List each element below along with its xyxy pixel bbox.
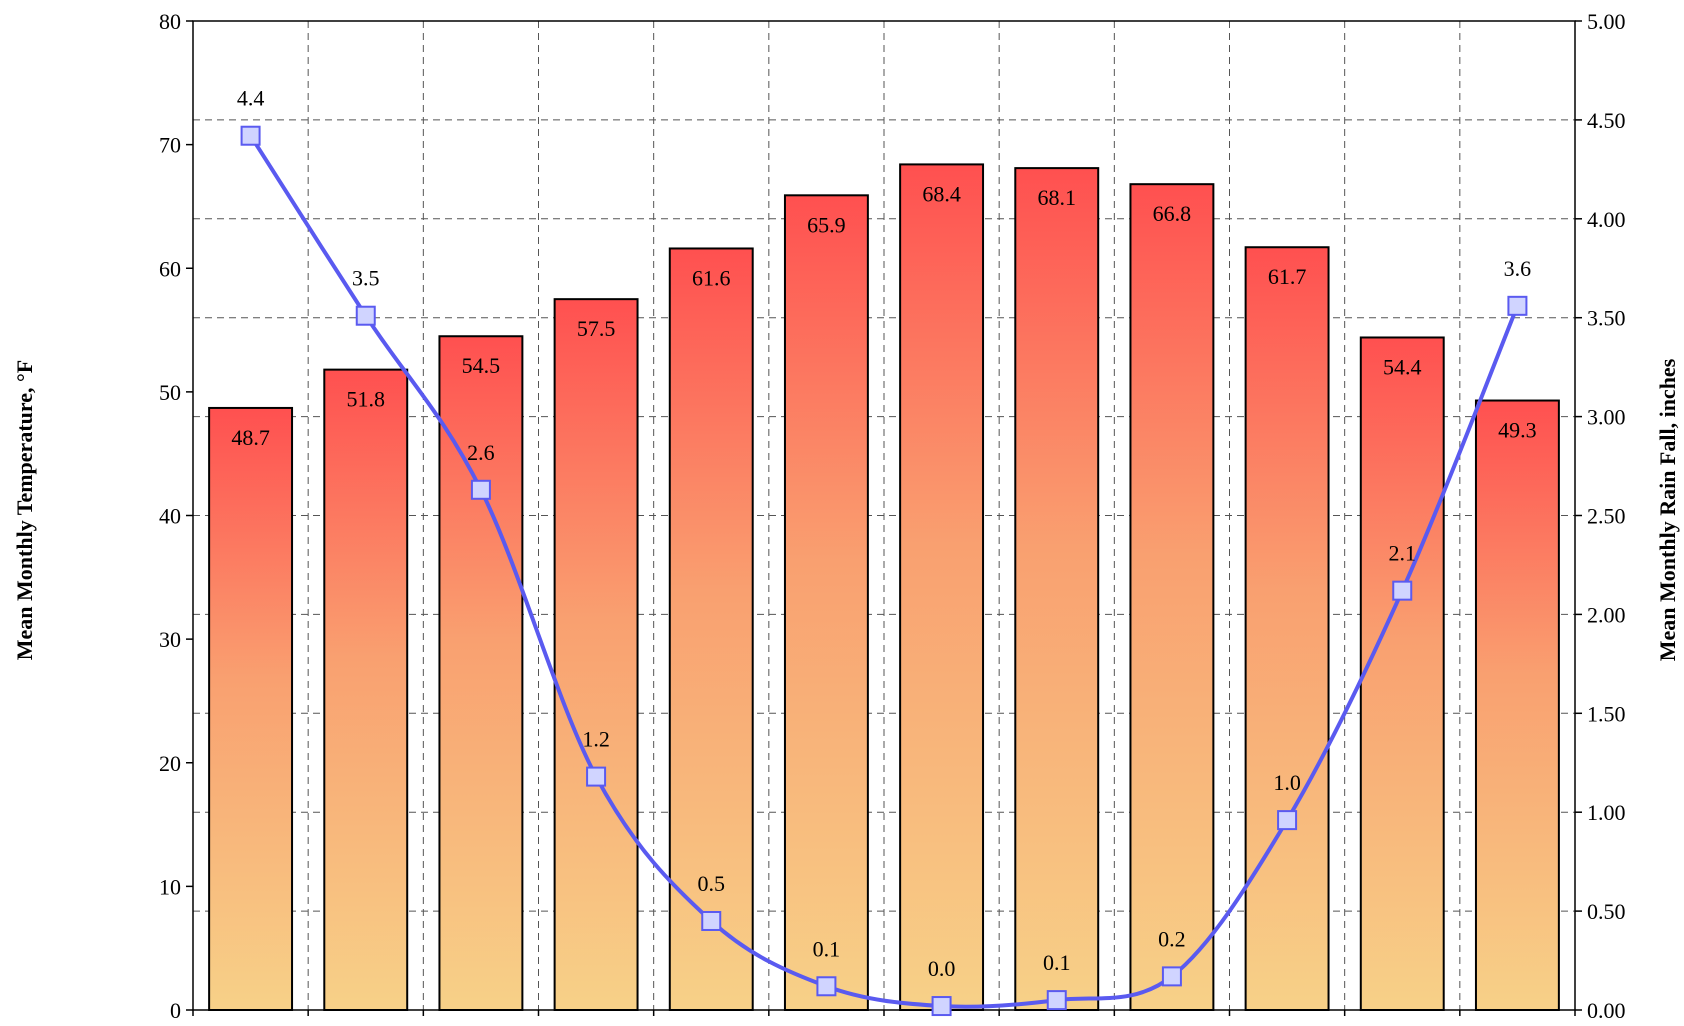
bar-value-label: 48.7 <box>231 425 270 450</box>
rainfall-value-label: 4.4 <box>237 86 265 111</box>
data-labels: 48.7 51.8 54.5 57.5 61.6 65.9 68.4 68.1 66.8 61.7… <box>231 86 1536 981</box>
rainfall-line <box>248 134 1520 1009</box>
rainfall-marker <box>586 766 607 787</box>
rainfall-value-label: 1.2 <box>582 727 610 752</box>
rainfall-value-label: 0.0 <box>928 956 956 981</box>
y-right-tick-label: 3.00 <box>1587 405 1626 430</box>
bar <box>438 335 524 1011</box>
y-right-tick-label: 0.50 <box>1587 899 1626 924</box>
bar-value-label: 68.4 <box>922 181 961 206</box>
bar <box>783 194 869 1011</box>
rainfall-value-label: 2.6 <box>467 440 495 465</box>
y-axis-left-title: Mean Monthly Temperature, °F <box>12 360 37 660</box>
bar-value-label: 65.9 <box>807 212 846 237</box>
y-left-tick-label: 30 <box>159 627 181 652</box>
bar-value-label: 54.4 <box>1383 354 1422 379</box>
rainfall-marker <box>355 305 376 326</box>
rainfall-value-label: 0.1 <box>1043 950 1071 975</box>
bar <box>323 368 409 1011</box>
bar-value-label: 49.3 <box>1498 418 1537 443</box>
y-right-tick-label: 4.00 <box>1587 207 1626 232</box>
y-left-tick-label: 60 <box>159 256 181 281</box>
bar <box>553 298 639 1011</box>
rainfall-marker <box>470 479 491 500</box>
y-right-tick-label: 3.50 <box>1587 306 1626 331</box>
bar-value-label: 66.8 <box>1153 201 1192 226</box>
rainfall-marker <box>240 125 261 146</box>
y-left-tick-label: 80 <box>159 9 181 34</box>
bar-value-label: 54.5 <box>462 353 501 378</box>
rainfall-value-label: 3.5 <box>352 266 380 291</box>
bar <box>1129 183 1215 1011</box>
y-right-tick-label: 4.50 <box>1587 108 1626 133</box>
bar <box>1014 167 1100 1011</box>
y-right-tick-label: 1.00 <box>1587 800 1626 825</box>
bar <box>1474 399 1560 1011</box>
y-right-tick-label: 2.00 <box>1587 602 1626 627</box>
y-axis-right-title: Mean Monthly Rain Fall, inches <box>1655 358 1680 661</box>
rainfall-value-label: 0.1 <box>813 936 841 961</box>
y-left-tick-label: 0 <box>170 998 181 1021</box>
y-left-tick-label: 50 <box>159 380 181 405</box>
rainfall-marker <box>1046 990 1067 1011</box>
bar-series <box>208 163 1560 1012</box>
bar <box>208 406 294 1012</box>
y-right-tick-label: 2.50 <box>1587 504 1626 529</box>
rainfall-value-label: 2.1 <box>1389 541 1417 566</box>
rainfall-marker <box>931 996 952 1017</box>
bar-value-label: 57.5 <box>577 316 616 341</box>
rainfall-marker <box>701 910 722 931</box>
rainfall-marker <box>816 976 837 997</box>
bar-value-label: 68.1 <box>1038 185 1077 210</box>
axes: 0 10 20 30 40 50 60 70 80 0.00 0.50 1.00 1.50 2.00 2.5… <box>159 9 1626 1023</box>
y-left-tick-label: 20 <box>159 751 181 776</box>
bar <box>1359 336 1445 1012</box>
y-right-tick-label: 5.00 <box>1587 9 1626 34</box>
rainfall-series <box>240 125 1528 1017</box>
bar-value-label: 51.8 <box>347 387 386 412</box>
y-left-tick-label: 70 <box>159 133 181 158</box>
y-right-tick-label: 0.00 <box>1587 998 1626 1021</box>
bar-value-label: 61.6 <box>692 265 731 290</box>
bar <box>899 163 985 1011</box>
rainfall-marker <box>1161 966 1182 987</box>
rainfall-marker <box>1277 810 1298 831</box>
grid-lines <box>193 21 1575 1010</box>
y-left-tick-label: 40 <box>159 504 181 529</box>
rainfall-marker <box>1507 295 1528 316</box>
y-right-tick-label: 1.50 <box>1587 701 1626 726</box>
rainfall-value-label: 0.2 <box>1158 926 1186 951</box>
bar <box>1244 246 1330 1011</box>
rainfall-value-label: 1.0 <box>1273 770 1301 795</box>
bar-value-label: 61.7 <box>1268 264 1307 289</box>
rainfall-value-label: 0.5 <box>698 871 726 896</box>
bar <box>668 247 754 1012</box>
y-left-tick-label: 10 <box>159 874 181 899</box>
rainfall-value-label: 3.6 <box>1504 256 1532 281</box>
rainfall-marker <box>1392 580 1413 601</box>
